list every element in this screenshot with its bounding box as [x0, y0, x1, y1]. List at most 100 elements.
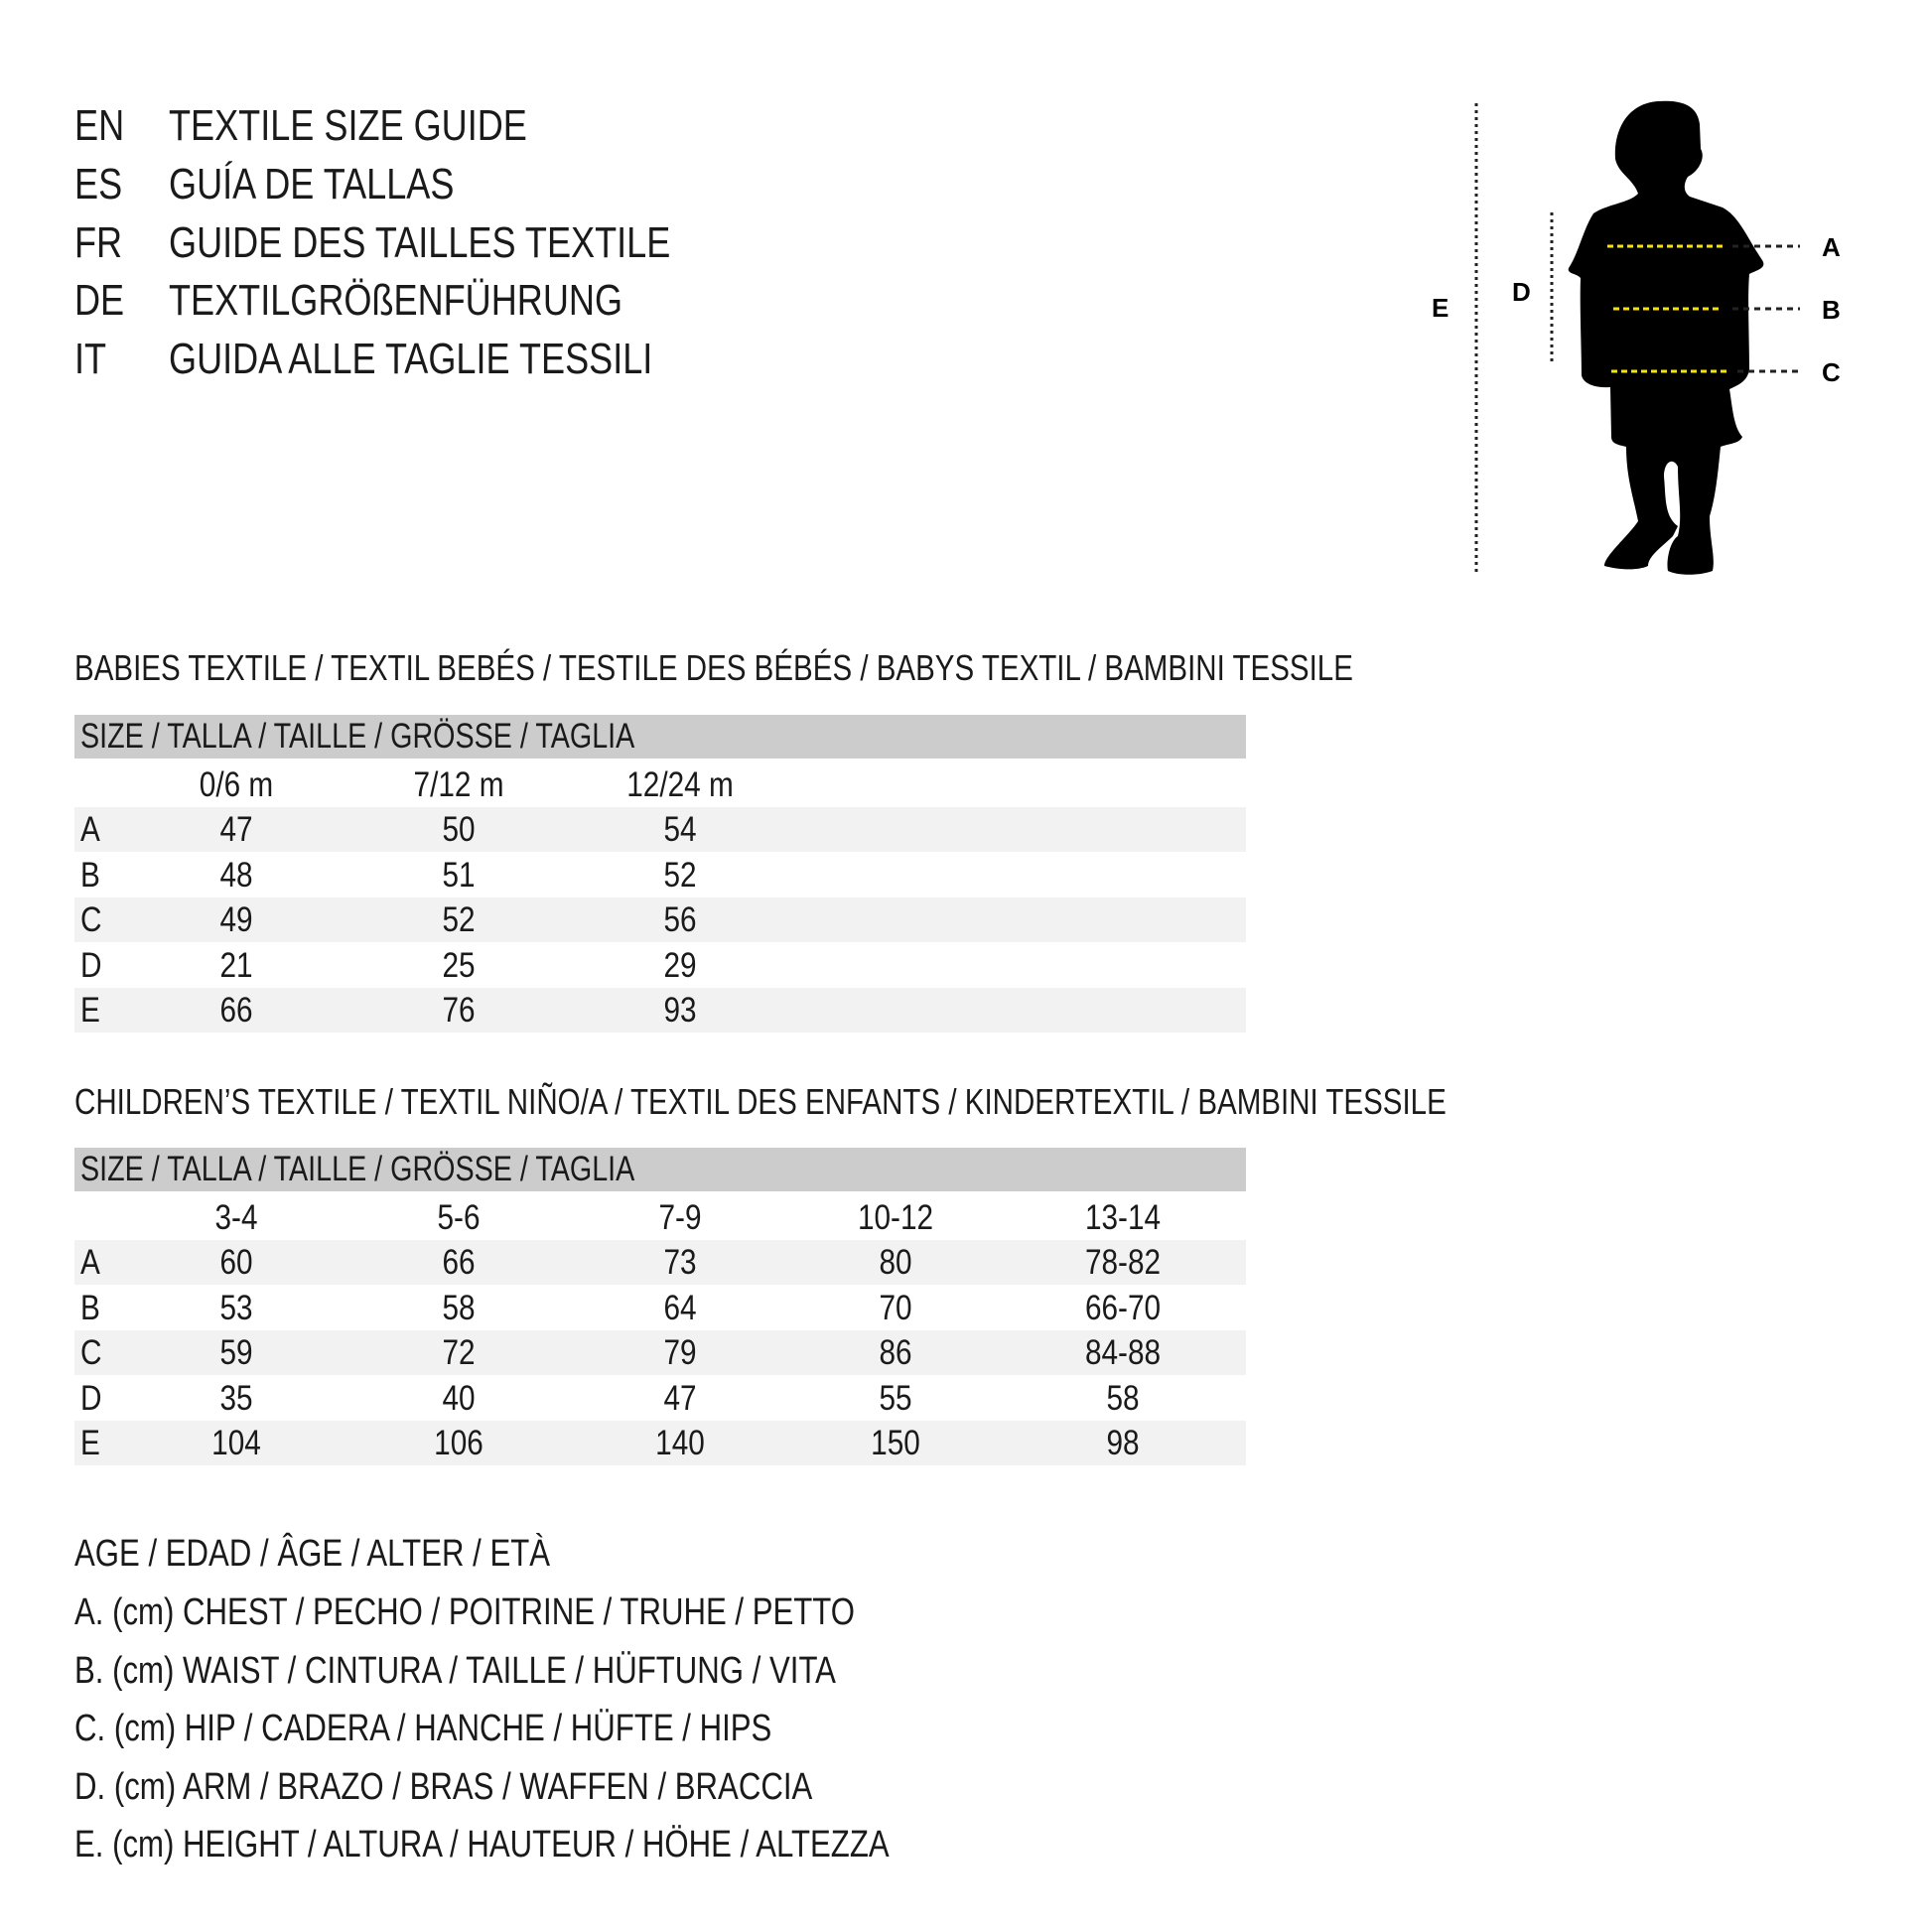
- row-label: B: [80, 855, 100, 895]
- table-cell: 106: [434, 1424, 483, 1463]
- table-row: B 53 58 64 70 66-70: [74, 1286, 1246, 1330]
- table-cell: 72: [442, 1333, 476, 1373]
- label-e: E: [1432, 293, 1449, 323]
- label-b: B: [1822, 295, 1841, 325]
- row-label: D: [80, 945, 102, 985]
- table-cell: 25: [442, 945, 476, 985]
- table-cell: 79: [663, 1333, 697, 1373]
- table-cell: 54: [663, 810, 697, 849]
- babies-heading: BABIES TEXTILE / TEXTIL BEBÉS / TESTILE …: [74, 647, 1353, 688]
- table-cell: 140: [655, 1424, 705, 1463]
- size-label: SIZE / TALLA / TAILLE / GRÖSSE / TAGLIA: [80, 717, 635, 756]
- column-header: 0/6 m: [199, 765, 274, 804]
- table-cell: 86: [879, 1333, 912, 1373]
- title-es: ES GUÍA DE TALLAS: [74, 163, 968, 207]
- size-label: SIZE / TALLA / TAILLE / GRÖSSE / TAGLIA: [80, 1150, 635, 1188]
- children-column-headers: 3-4 5-6 7-9 10-12 13-14: [74, 1195, 1246, 1240]
- table-cell: 70: [879, 1288, 912, 1327]
- lang-code: EN: [74, 101, 125, 150]
- table-row: A 47 50 54: [74, 807, 1246, 852]
- row-label: C: [80, 900, 102, 940]
- title-text: GUIDE DES TAILLES TEXTILE: [169, 218, 671, 267]
- row-label: A: [80, 810, 100, 849]
- lang-code: FR: [74, 218, 123, 267]
- title-it: IT GUIDA ALLE TAGLIE TESSILI: [74, 338, 968, 381]
- table-cell: 49: [219, 900, 253, 940]
- child-silhouette: [1568, 100, 1764, 575]
- table-cell: 150: [871, 1424, 920, 1463]
- column-header: 10-12: [857, 1198, 934, 1237]
- table-row: C 49 52 56: [74, 897, 1246, 943]
- table-cell: 64: [663, 1288, 697, 1327]
- column-header: 7/12 m: [413, 765, 504, 804]
- table-cell: 73: [663, 1243, 697, 1282]
- legend-height: E. (cm) HEIGHT / ALTURA / HAUTEUR / HÖHE…: [74, 1824, 890, 1865]
- title-text: GUÍA DE TALLAS: [169, 160, 455, 208]
- table-cell: 35: [219, 1378, 253, 1418]
- row-label: C: [80, 1333, 102, 1373]
- table-cell: 93: [663, 991, 697, 1031]
- table-cell: 66: [219, 991, 253, 1031]
- column-header: 5-6: [437, 1198, 481, 1237]
- table-row: A 60 66 73 80 78-82: [74, 1240, 1246, 1285]
- table-cell: 53: [219, 1288, 253, 1327]
- label-a: A: [1822, 232, 1841, 262]
- label-c: C: [1822, 357, 1841, 387]
- babies-size-bar: SIZE / TALLA / TAILLE / GRÖSSE / TAGLIA: [74, 715, 1246, 759]
- table-cell: 55: [879, 1378, 912, 1418]
- table-cell: 47: [663, 1378, 697, 1418]
- table-cell: 76: [442, 991, 476, 1031]
- babies-column-headers: 0/6 m 7/12 m 12/24 m: [74, 762, 1246, 807]
- table-cell: 104: [211, 1424, 261, 1463]
- table-row: C 59 72 79 86 84-88: [74, 1330, 1246, 1376]
- column-header: 12/24 m: [626, 765, 734, 804]
- children-size-bar: SIZE / TALLA / TAILLE / GRÖSSE / TAGLIA: [74, 1148, 1246, 1191]
- column-header: 3-4: [214, 1198, 258, 1237]
- legend-waist: B. (cm) WAIST / CINTURA / TAILLE / HÜFTU…: [74, 1650, 836, 1692]
- table-cell: 48: [219, 855, 253, 895]
- table-cell: 52: [663, 855, 697, 895]
- table-cell: 47: [219, 810, 253, 849]
- children-heading: CHILDREN’S TEXTILE / TEXTIL NIÑO/A / TEX…: [74, 1081, 1447, 1122]
- legend-chest: A. (cm) CHEST / PECHO / POITRINE / TRUHE…: [74, 1591, 856, 1633]
- label-d: D: [1512, 277, 1531, 307]
- lang-code: DE: [74, 276, 125, 325]
- row-label: E: [80, 1424, 100, 1463]
- title-en: EN TEXTILE SIZE GUIDE: [74, 104, 968, 148]
- table-cell: 98: [1106, 1424, 1140, 1463]
- table-cell: 51: [442, 855, 476, 895]
- table-row: E 104 106 140 150 98: [74, 1421, 1246, 1466]
- row-label: E: [80, 991, 100, 1031]
- legend-arm: D. (cm) ARM / BRAZO / BRAS / WAFFEN / BR…: [74, 1766, 813, 1808]
- lang-code: ES: [74, 160, 123, 208]
- title-fr: FR GUIDE DES TAILLES TEXTILE: [74, 221, 968, 265]
- row-label: B: [80, 1288, 100, 1327]
- title-text: TEXTILE SIZE GUIDE: [169, 101, 527, 150]
- table-row: E 66 76 93: [74, 988, 1246, 1034]
- column-header: 7-9: [658, 1198, 702, 1237]
- title-text: GUIDA ALLE TAGLIE TESSILI: [169, 335, 653, 383]
- table-cell: 66: [442, 1243, 476, 1282]
- table-cell: 29: [663, 945, 697, 985]
- row-label: A: [80, 1243, 100, 1282]
- table-cell: 58: [1106, 1378, 1140, 1418]
- table-cell: 59: [219, 1333, 253, 1373]
- table-cell: 66-70: [1084, 1288, 1162, 1327]
- child-silhouette-diagram: A B C D E: [1432, 100, 1841, 576]
- title-de: DE TEXTILGRÖßENFÜHRUNG: [74, 279, 968, 323]
- table-cell: 50: [442, 810, 476, 849]
- column-header: 13-14: [1084, 1198, 1162, 1237]
- lang-code: IT: [74, 335, 107, 383]
- table-row: B 48 51 52: [74, 853, 1246, 897]
- legend-age: AGE / EDAD / ÂGE / ALTER / ETÀ: [74, 1533, 551, 1575]
- row-label: D: [80, 1378, 102, 1418]
- table-cell: 80: [879, 1243, 912, 1282]
- table-row: D 35 40 47 55 58: [74, 1376, 1246, 1421]
- table-cell: 56: [663, 900, 697, 940]
- table-cell: 58: [442, 1288, 476, 1327]
- table-row: D 21 25 29: [74, 943, 1246, 988]
- legend-hip: C. (cm) HIP / CADERA / HANCHE / HÜFTE / …: [74, 1708, 772, 1749]
- table-cell: 40: [442, 1378, 476, 1418]
- table-cell: 52: [442, 900, 476, 940]
- table-cell: 21: [219, 945, 253, 985]
